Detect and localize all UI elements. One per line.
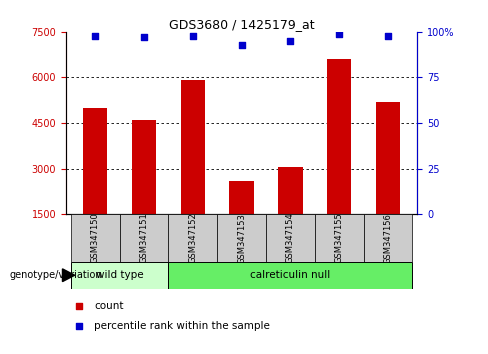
Bar [278, 167, 303, 214]
Bar [71, 214, 120, 262]
Bar [266, 214, 315, 262]
Text: calreticulin null: calreticulin null [250, 270, 330, 280]
Text: GSM347150: GSM347150 [91, 213, 100, 263]
Text: GSM347151: GSM347151 [140, 213, 148, 263]
Bar [327, 59, 351, 214]
Point [335, 31, 343, 36]
Text: GSM347156: GSM347156 [384, 213, 392, 263]
Point [286, 38, 294, 44]
Text: GSM347152: GSM347152 [188, 213, 197, 263]
Title: GDS3680 / 1425179_at: GDS3680 / 1425179_at [169, 18, 314, 31]
Bar [181, 80, 205, 214]
Bar [364, 214, 412, 262]
Point [140, 34, 148, 40]
Bar [71, 262, 168, 289]
Polygon shape [62, 269, 75, 282]
Point [384, 33, 392, 38]
Bar [229, 181, 254, 214]
Text: GSM347155: GSM347155 [335, 213, 344, 263]
Bar [132, 120, 156, 214]
Bar [120, 214, 168, 262]
Text: GSM347154: GSM347154 [286, 213, 295, 263]
Bar [376, 102, 400, 214]
Text: genotype/variation: genotype/variation [10, 270, 102, 280]
Bar [168, 214, 217, 262]
Bar [315, 214, 364, 262]
Point [238, 42, 245, 47]
Text: percentile rank within the sample: percentile rank within the sample [94, 321, 270, 331]
Bar [168, 262, 412, 289]
Point [76, 304, 83, 309]
Text: count: count [94, 302, 123, 312]
Bar [217, 214, 266, 262]
Point [91, 33, 99, 38]
Text: GSM347153: GSM347153 [237, 213, 246, 263]
Point [189, 33, 197, 38]
Bar [83, 108, 107, 214]
Text: wild type: wild type [96, 270, 143, 280]
Point [76, 323, 83, 329]
